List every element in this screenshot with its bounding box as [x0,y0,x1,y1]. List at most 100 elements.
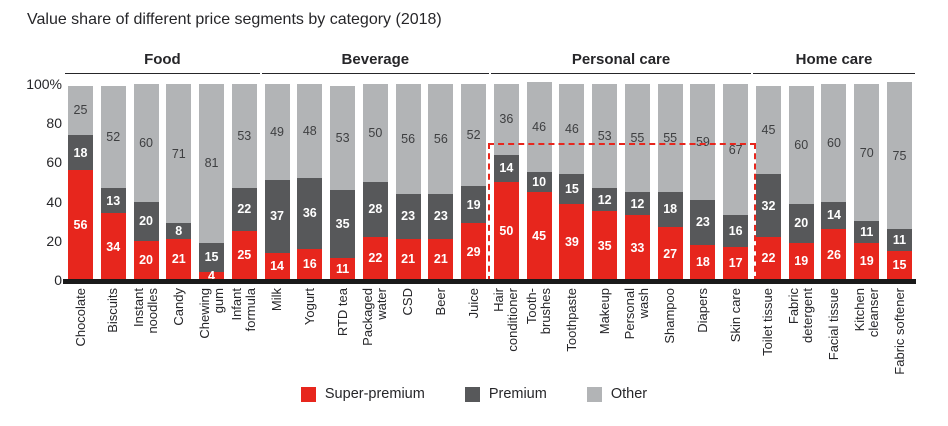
x-axis-label-text: RTD tea [334,288,350,337]
segment-super-premium: 21 [428,238,454,280]
value-label: 49 [270,125,284,140]
value-label: 22 [237,202,252,217]
segment-premium: 37 [264,180,290,253]
bar-toilet-tissue: 45 32 22 [755,85,781,280]
y-axis-tick-label: 80 [46,115,62,132]
value-label: 20 [139,253,153,268]
value-label: 18 [73,145,88,160]
segment-other: 25 [68,85,93,135]
segment-other: 53 [231,84,257,188]
value-label: 16 [302,257,317,272]
x-axis-label: CSD [391,288,425,384]
group-header-food: Food [144,51,181,68]
value-label: 56 [73,218,88,233]
bar-skin-care: 67 16 17 [723,84,749,280]
value-label: 20 [139,214,153,229]
value-label: 15 [564,181,579,196]
segment-other: 60 [133,84,159,202]
segment-other: 46 [526,82,552,173]
segment-super-premium: 11 [330,258,356,280]
value-label: 67 [728,142,743,157]
segment-super-premium: 33 [624,215,650,280]
value-label: 20 [794,216,809,231]
x-axis-label-text: Biscuits [105,288,120,333]
segment-super-premium: 21 [395,238,421,280]
segment-super-premium: 21 [166,238,192,280]
segment-other: 45 [755,85,781,175]
x-axis-label: Makeup [588,288,622,384]
personal-care-highlight-box [487,142,757,282]
bar-infant-formula: 53 22 25 [231,84,257,280]
x-axis-line [63,279,916,284]
x-axis-label: RTD tea [326,288,360,384]
group-header-personal-care: Personal care [571,51,671,68]
value-label: 53 [237,128,252,143]
x-axis-label: Milk [260,288,294,384]
x-axis-label-text: Kitchen cleanser [851,288,881,338]
legend-item-super-premium: Super-premium [300,386,425,402]
bar-instant-noodles: 60 20 20 [133,84,159,280]
x-axis-label-text: Hair conditioner [490,288,521,352]
segment-super-premium: 14 [264,252,290,280]
value-label: 56 [401,131,416,146]
x-axis-label: Diapers [686,288,720,384]
x-axis-label-text: Beer [432,288,448,316]
legend-item-other: Other [586,386,647,402]
x-axis-label-text: Fabric softener [891,288,907,375]
x-axis-label: Juice [457,288,491,384]
segment-super-premium: 22 [755,236,781,280]
bar-makeup: 53 12 35 [592,84,618,280]
value-label: 53 [335,130,350,145]
bar-chocolate: 25 18 56 [68,85,93,280]
value-label: 27 [663,246,678,261]
segment-premium: 18 [657,191,683,228]
legend-label: Super-premium [324,386,425,402]
bar-beer: 56 23 21 [428,84,454,280]
bar-fabric-softener: 75 11 15 [887,82,912,280]
segment-premium: 23 [395,193,421,239]
value-label: 75 [892,148,907,163]
value-label: 12 [597,192,612,207]
segment-premium: 11 [887,229,912,251]
segment-super-premium: 29 [461,223,487,280]
value-label: 36 [499,112,514,127]
value-label: 17 [728,256,743,271]
x-axis-label: Facial tissue [817,288,851,384]
value-label: 22 [368,251,383,266]
segment-premium: 28 [362,182,388,237]
bar-rtd-tea: 53 35 11 [330,85,356,280]
segment-super-premium: 50 [493,181,519,280]
x-axis-label-text: Juice [465,288,481,319]
x-axis-label: Kitchen cleanser [850,288,884,384]
x-axis-label: Infant formula [227,288,261,384]
segment-other: 52 [461,84,487,186]
bar-yogurt: 48 36 16 [297,84,323,280]
x-axis-label-text: Toothpaste [563,288,579,352]
group-header-underline [65,73,260,74]
segment-super-premium: 27 [657,227,683,280]
value-label: 25 [237,248,252,263]
segment-premium: 14 [821,201,847,230]
legend: Super-premium Premium Other [0,386,948,402]
value-label: 21 [401,252,416,267]
value-label: 16 [728,223,743,238]
value-label: 45 [532,228,547,243]
x-axis-label-text: Makeup [596,288,612,335]
value-label: 14 [499,161,514,176]
value-label: 39 [564,234,579,249]
segment-super-premium: 56 [68,170,93,280]
bar-biscuits: 52 13 34 [100,85,126,280]
segment-other: 70 [854,84,880,222]
bar-csd: 56 23 21 [395,84,421,280]
x-axis-label-text: Instant noodles [130,288,161,334]
value-label: 46 [532,120,547,135]
x-axis-label-text: Infant formula [228,288,259,332]
segment-super-premium: 25 [231,230,257,280]
legend-label: Premium [488,386,547,402]
segment-super-premium: 15 [887,250,912,280]
segment-premium: 10 [526,172,552,192]
x-axis-label-text: Chocolate [72,288,88,347]
value-label: 14 [270,259,284,274]
segment-premium: 19 [461,185,487,224]
segment-super-premium: 22 [362,236,388,280]
